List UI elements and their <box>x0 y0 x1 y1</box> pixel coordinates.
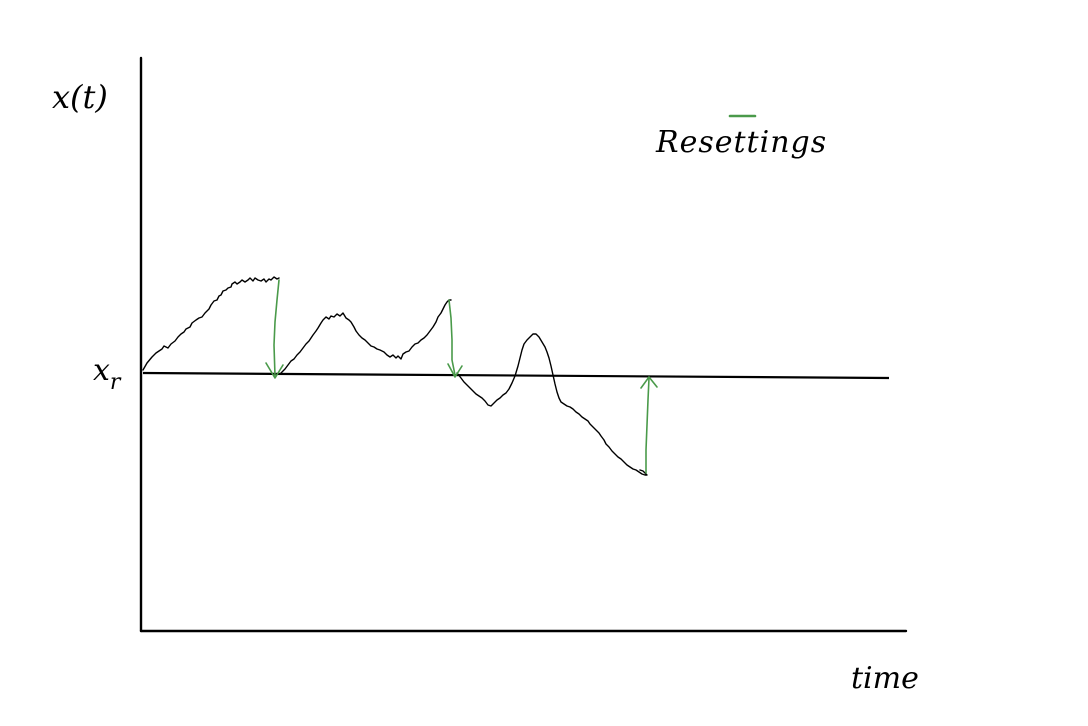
y-axis-label: x(t) <box>52 78 108 116</box>
resetting-arrow-1-shaft <box>273 279 280 377</box>
resetting-arrow-3-shaft <box>645 377 650 474</box>
trajectory-segment-3 <box>456 333 648 476</box>
resetting-arrow-1-head <box>265 362 284 379</box>
trajectory <box>142 276 648 476</box>
resetting-arrow-2-head <box>447 363 463 378</box>
legend-label: Resettings <box>655 125 827 160</box>
trajectory-segment-1 <box>142 276 280 371</box>
resetting-arrow-3-head <box>640 376 658 389</box>
reset-level-label-sub: r <box>110 370 122 395</box>
resetting-arrow-1 <box>265 279 284 379</box>
resetting-arrow-3 <box>640 376 658 474</box>
resetting-arrow-2-shaft <box>448 299 456 376</box>
resetting-arrow-2 <box>447 299 463 378</box>
reset-level-line <box>142 371 890 380</box>
reset-level-label-main: x <box>93 353 110 388</box>
x-axis-label: time <box>851 661 919 696</box>
resettings <box>265 279 658 474</box>
trajectory-segment-2 <box>280 299 452 374</box>
reset-level-label: xr <box>93 353 122 395</box>
legend: Resettings <box>655 114 827 160</box>
